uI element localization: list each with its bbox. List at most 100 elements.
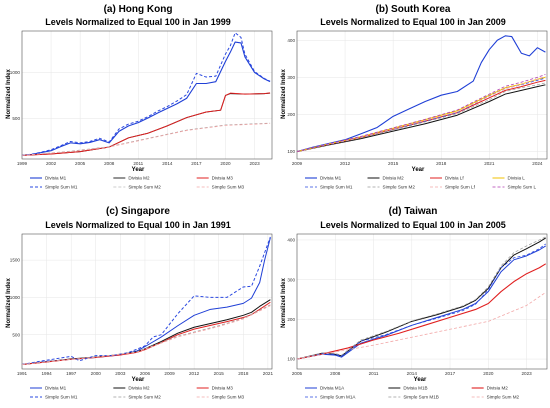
legend: Divisia M1A Divisia M1B Divisia M2 Simple S… bbox=[305, 386, 520, 400]
plot-frame bbox=[296, 233, 548, 370]
legend-label: Simple Sum M2 bbox=[128, 395, 161, 400]
series-line-simple-sum-m2 bbox=[21, 304, 271, 365]
legend-label: Divisia M1A bbox=[320, 386, 345, 391]
legend-label: Divisia M2 bbox=[128, 176, 150, 181]
x-tick-label: 2011 bbox=[133, 161, 143, 166]
x-tick-label: 2014 bbox=[162, 161, 173, 166]
panel-label: (d) Taiwan bbox=[389, 206, 438, 217]
series-line-simple-sum-m2 bbox=[21, 122, 271, 156]
legend-label: Simple Sum M1 bbox=[320, 185, 353, 190]
x-tick-label: 2008 bbox=[330, 371, 341, 376]
panel-label: (b) South Korea bbox=[376, 4, 451, 15]
y-tick-label: 200 bbox=[287, 317, 295, 322]
legend-label: Simple Sum M1 bbox=[45, 185, 78, 190]
x-tick-label: 2017 bbox=[191, 161, 202, 166]
x-tick-label: 2008 bbox=[104, 161, 115, 166]
y-tick-label: 500 bbox=[12, 116, 20, 121]
x-tick-label: 2009 bbox=[292, 161, 303, 166]
plot-area: 2005 2008 2011 2014 2017 2020 2023 100 200 300 400 bbox=[287, 233, 548, 376]
y-tick-label: 1000 bbox=[10, 295, 21, 300]
plot-frame bbox=[21, 233, 273, 370]
legend-label: Divisia Lf bbox=[445, 176, 464, 181]
legend-label: Divisia M3 bbox=[212, 176, 234, 181]
x-tick-label: 2012 bbox=[189, 371, 200, 376]
series-line-divisia-m1 bbox=[21, 237, 271, 366]
legend-label: Simple Sum M3 bbox=[212, 395, 245, 400]
series-line-divisia-m1b bbox=[296, 237, 546, 360]
series-line-divisia-m2 bbox=[296, 263, 547, 360]
x-tick-label: 2000 bbox=[91, 371, 102, 376]
panel-hong-kong: (a) Hong Kong Levels Normalized to Equal… bbox=[6, 4, 273, 190]
x-tick-label: 2015 bbox=[214, 371, 225, 376]
x-tick-label: 2005 bbox=[75, 161, 86, 166]
chart-title: Levels Normalized to Equal 100 in Jan 19… bbox=[45, 220, 231, 230]
plot-area: 1991 1994 1997 2000 2003 2006 2009 2012 2015 2018… bbox=[10, 233, 274, 376]
legend-label: Divisia M1 bbox=[45, 176, 67, 181]
x-tick-label: 2021 bbox=[484, 161, 495, 166]
plot-area: 1999 2002 2005 2008 2011 2014 2017 2020 2023 500 1… bbox=[10, 30, 273, 166]
x-tick-label: 1997 bbox=[66, 371, 77, 376]
legend-label: Divisia M1 bbox=[320, 176, 342, 181]
series-line-divisia-m1a bbox=[296, 245, 546, 360]
legend-label: Simple Sum M2 bbox=[383, 185, 416, 190]
series-line-simple-sum-lf bbox=[296, 75, 546, 152]
x-axis-title: Year bbox=[132, 377, 145, 383]
series-line-divisia-m3 bbox=[21, 301, 271, 366]
y-axis-title: Normalized Index bbox=[6, 69, 12, 119]
legend-label: Divisia M2 bbox=[383, 176, 405, 181]
x-axis-title: Year bbox=[412, 167, 425, 173]
x-tick-label: 2005 bbox=[292, 371, 303, 376]
y-tick-label: 1500 bbox=[10, 258, 21, 263]
x-tick-label: 2003 bbox=[115, 371, 126, 376]
series-line-divisia-m2 bbox=[21, 92, 271, 156]
x-tick-label: 2012 bbox=[340, 161, 351, 166]
y-tick-label: 400 bbox=[287, 38, 295, 43]
chart-title: Levels Normalized to Equal 100 in Jan 20… bbox=[320, 220, 506, 230]
series-line-simple-sum-m3 bbox=[21, 123, 271, 156]
x-tick-label: 1991 bbox=[17, 371, 28, 376]
panel-singapore: (c) Singapore Levels Normalized to Equal… bbox=[6, 206, 273, 400]
x-tick-label: 2023 bbox=[521, 371, 532, 376]
panel-label: (c) Singapore bbox=[106, 206, 170, 217]
series-line-divisia-lf bbox=[296, 79, 546, 153]
legend-label: Divisia M1B bbox=[403, 386, 427, 391]
y-tick-label: 400 bbox=[287, 238, 295, 243]
x-tick-label: 2018 bbox=[436, 161, 447, 166]
y-axis-title: Normalized Index bbox=[281, 69, 287, 119]
x-tick-label: 2011 bbox=[369, 371, 379, 376]
series-line-simple-sum-m1 bbox=[21, 32, 271, 156]
x-tick-label: 2021 bbox=[263, 371, 274, 376]
y-axis-title: Normalized Index bbox=[6, 278, 12, 328]
legend-label: Simple Sum M2 bbox=[128, 185, 161, 190]
x-axis-title: Year bbox=[414, 377, 427, 383]
series-line-simple-sum-m1a bbox=[296, 243, 546, 360]
series-line-divisia-m3 bbox=[21, 92, 271, 156]
series-line-simple-sum-m1b bbox=[296, 236, 546, 360]
x-tick-label: 2020 bbox=[220, 161, 231, 166]
plot-frame bbox=[21, 30, 273, 160]
x-tick-label: 2023 bbox=[249, 161, 260, 166]
legend-label: Simple Sum M1 bbox=[45, 395, 78, 400]
legend-label: Simple Sum M2 bbox=[487, 395, 520, 400]
series-line-divisia-m1 bbox=[296, 35, 546, 153]
y-tick-label: 1000 bbox=[10, 70, 21, 75]
y-tick-label: 500 bbox=[12, 332, 20, 337]
panel-label: (a) Hong Kong bbox=[104, 4, 173, 15]
legend: Divisia M1 Divisia M2 Divisia M3 Simple Sum… bbox=[30, 386, 245, 400]
x-tick-label: 1999 bbox=[17, 161, 28, 166]
x-tick-label: 2015 bbox=[388, 161, 399, 166]
panel-south-korea: (b) South Korea Levels Normalized to Equ… bbox=[281, 4, 548, 190]
legend-label: Divisia M2 bbox=[128, 386, 150, 391]
series-line-simple-sum-m3 bbox=[21, 305, 271, 365]
series-line-simple-sum-m1 bbox=[296, 77, 546, 152]
x-axis-title: Year bbox=[132, 167, 145, 173]
legend-label: Simple Sum M1B bbox=[403, 395, 439, 400]
series-line-simple-sum-m2 bbox=[296, 292, 546, 360]
x-tick-label: 2014 bbox=[407, 371, 418, 376]
y-tick-label: 300 bbox=[287, 277, 295, 282]
y-tick-label: 300 bbox=[287, 75, 295, 80]
y-axis-title: Normalized Index bbox=[281, 278, 287, 328]
legend: Divisia M1 Divisia M2 Divisia M3 Simple Sum… bbox=[30, 176, 245, 190]
x-tick-label: 1994 bbox=[41, 371, 52, 376]
